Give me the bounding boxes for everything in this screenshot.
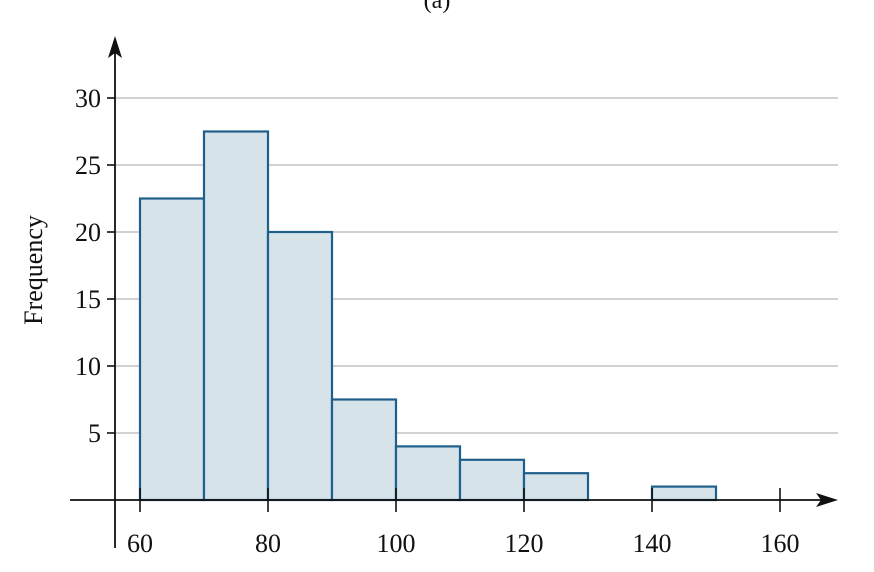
x-tick-label-80: 80 <box>255 529 281 558</box>
histogram-bar-120-130 <box>522 472 590 502</box>
x-tick-label-100: 100 <box>377 529 416 558</box>
histogram-bar-60-70 <box>138 197 206 502</box>
y-tick-label-30: 30 <box>75 84 101 113</box>
y-axis-label: Frequency <box>19 215 48 325</box>
tick-labels: 5 10 15 20 25 30 60 80 100 120 140 160 <box>75 84 800 558</box>
histogram-bar-70-80 <box>202 130 270 502</box>
histogram-bar-80-90 <box>266 230 334 502</box>
x-tick-label-140: 140 <box>633 529 672 558</box>
y-tick-label-5: 5 <box>88 419 101 448</box>
y-tick-label-15: 15 <box>75 285 101 314</box>
histogram-bar-100-110 <box>394 445 462 502</box>
axes <box>70 36 838 548</box>
x-axis-arrowhead <box>816 493 838 507</box>
y-tick-label-20: 20 <box>75 218 101 247</box>
y-axis-arrowhead <box>108 36 122 58</box>
y-tick-label-25: 25 <box>75 151 101 180</box>
y-tick-label-10: 10 <box>75 352 101 381</box>
histogram-bar-140-150 <box>650 485 718 502</box>
x-tick-label-120: 120 <box>505 529 544 558</box>
histogram-bar-90-100 <box>330 398 398 502</box>
histogram-bar-110-120 <box>458 458 526 502</box>
x-tick-label-60: 60 <box>127 529 153 558</box>
panel-label: (a) <box>424 0 451 14</box>
x-tick-label-160: 160 <box>761 529 800 558</box>
histogram-bars <box>138 130 718 502</box>
